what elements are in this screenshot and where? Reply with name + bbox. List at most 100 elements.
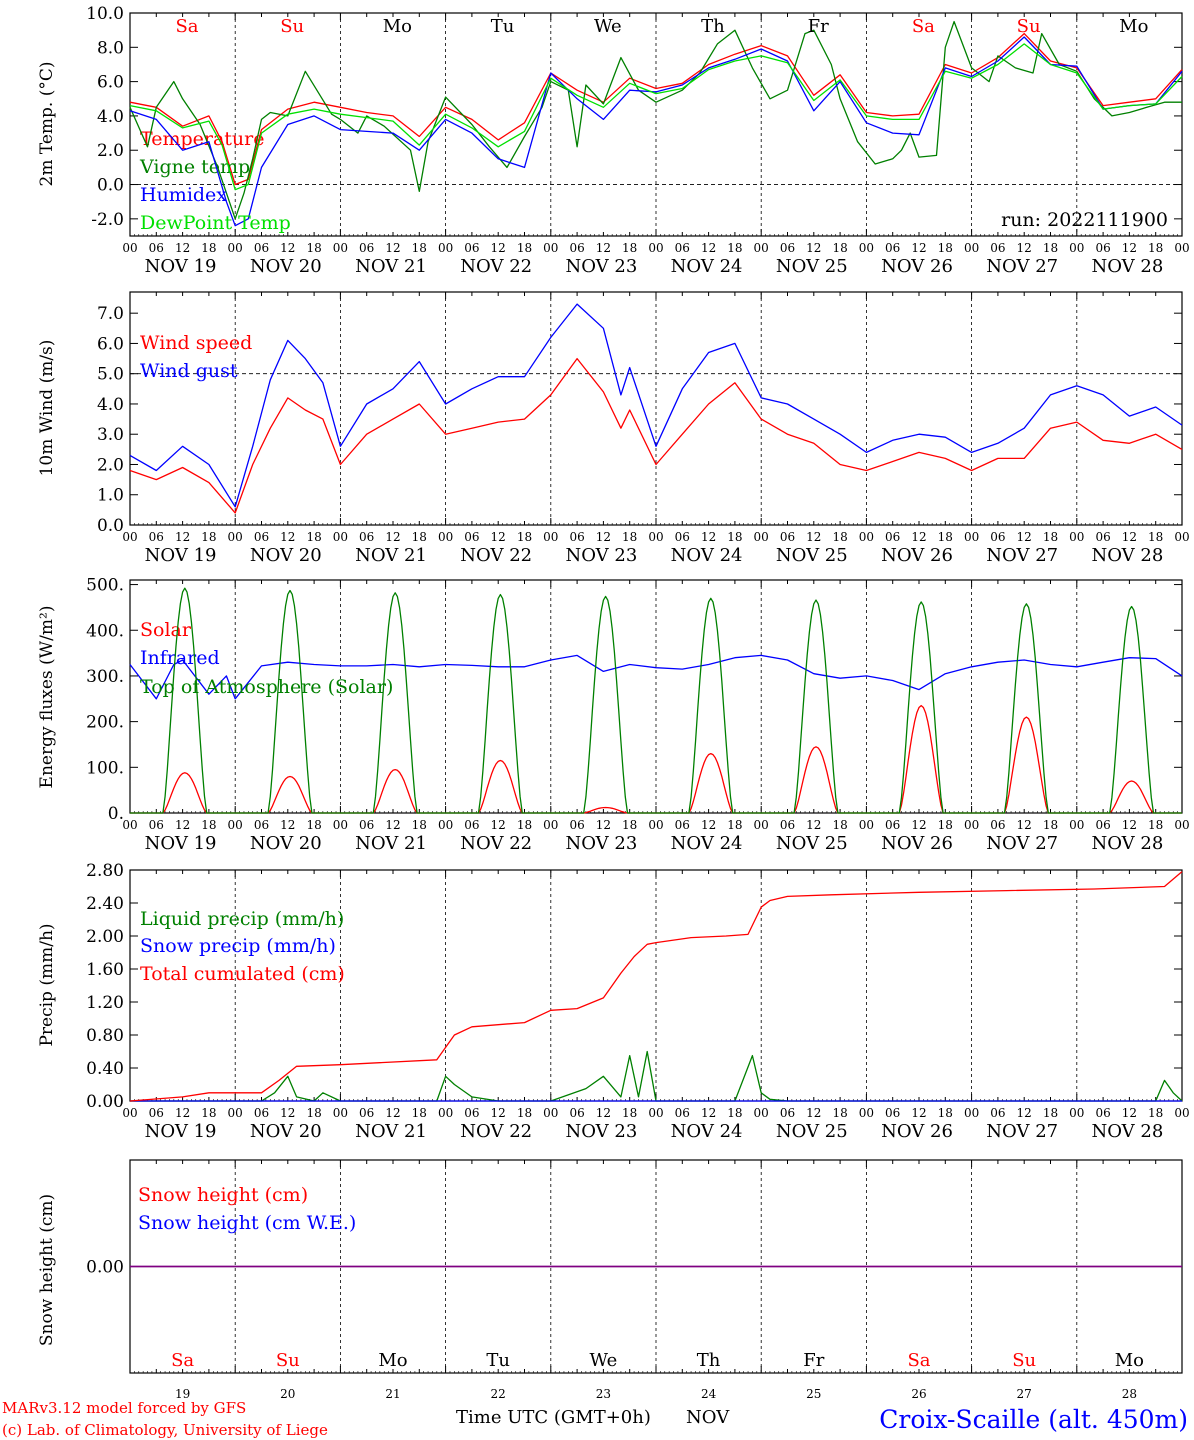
x-tick-label: 18 xyxy=(1043,530,1058,544)
y-tick-label: 0.40 xyxy=(86,1059,124,1079)
x-axis-title: Time UTC (GMT+0h) xyxy=(456,1407,651,1428)
x-date-label: NOV 22 xyxy=(460,545,532,566)
x-tick-label: 06 xyxy=(885,241,900,255)
y-tick-label: 0.0 xyxy=(97,176,124,196)
legend-entry: Snow height (cm) xyxy=(138,1184,308,1206)
x-date-label: NOV 20 xyxy=(250,833,322,854)
day-label-bottom: Su xyxy=(276,1350,300,1371)
x-tick-label: 12 xyxy=(175,241,190,255)
x-tick-label: 00 xyxy=(543,241,558,255)
x-tick-label: 12 xyxy=(491,241,506,255)
x-tick-label: 06 xyxy=(359,241,374,255)
x-tick-label: 00 xyxy=(1069,530,1084,544)
x-tick-label: 18 xyxy=(517,241,532,255)
x-tick-label: 18 xyxy=(201,818,216,832)
x-tick-label: 12 xyxy=(1122,530,1137,544)
x-date-label: NOV 25 xyxy=(776,1121,848,1142)
series-line-vigne-temp xyxy=(129,20,1182,220)
x-date-label: NOV 23 xyxy=(565,256,637,277)
day-label-top: Mo xyxy=(383,16,412,37)
x-tick-label: 18 xyxy=(727,241,742,255)
x-tick-label: 12 xyxy=(1017,241,1032,255)
x-tick-label: 06 xyxy=(149,530,164,544)
x-tick-label: 18 xyxy=(832,530,847,544)
day-number-label: 21 xyxy=(385,1387,400,1401)
x-tick-label: 12 xyxy=(175,818,190,832)
legend-entry: Temperature xyxy=(140,128,264,150)
x-tick-label: 12 xyxy=(385,530,400,544)
y-tick-label: 4.0 xyxy=(97,395,124,415)
x-tick-label: 06 xyxy=(885,818,900,832)
x-tick-label: 00 xyxy=(964,818,979,832)
x-tick-label: 06 xyxy=(464,818,479,832)
y-axis-label: 2m Temp. (°C) xyxy=(37,61,57,186)
x-tick-label: 12 xyxy=(280,530,295,544)
legend-entry: Humidex xyxy=(140,184,227,206)
x-tick-label: 12 xyxy=(911,241,926,255)
x-date-label: NOV 23 xyxy=(565,1121,637,1142)
x-tick-label: 00 xyxy=(543,530,558,544)
x-date-label: NOV 21 xyxy=(355,833,427,854)
x-tick-label: 12 xyxy=(1122,1106,1137,1120)
x-date-label: NOV 24 xyxy=(671,256,743,277)
x-tick-label: 06 xyxy=(885,530,900,544)
x-date-label: NOV 28 xyxy=(1091,545,1163,566)
x-tick-label: 00 xyxy=(648,241,663,255)
x-tick-label: 18 xyxy=(201,241,216,255)
y-tick-label: 8.0 xyxy=(97,38,124,58)
y-tick-label: 0.80 xyxy=(86,1026,124,1046)
x-tick-label: 18 xyxy=(306,241,321,255)
series-line-infrared xyxy=(129,654,1183,700)
y-tick-label: 0. xyxy=(108,804,124,824)
x-date-label: NOV 22 xyxy=(460,833,532,854)
x-tick-label: 12 xyxy=(596,241,611,255)
x-tick-label: 12 xyxy=(385,241,400,255)
x-tick-label: 18 xyxy=(306,530,321,544)
x-tick-label: 06 xyxy=(1095,818,1110,832)
legend-entry: Top of Atmosphere (Solar) xyxy=(140,676,393,698)
x-date-label: NOV 19 xyxy=(145,256,217,277)
x-tick-label: 06 xyxy=(464,530,479,544)
legend-entry: Wind gust xyxy=(140,360,238,382)
x-tick-label: 00 xyxy=(438,1106,453,1120)
x-tick-label: 18 xyxy=(517,530,532,544)
x-tick-label: 06 xyxy=(569,241,584,255)
x-tick-label: 00 xyxy=(543,1106,558,1120)
y-tick-label: 3.0 xyxy=(97,425,124,445)
x-tick-label: 00 xyxy=(648,818,663,832)
x-date-label: NOV 20 xyxy=(250,545,322,566)
x-date-label: NOV 19 xyxy=(145,833,217,854)
day-label-top: Th xyxy=(701,16,725,37)
x-tick-label: 12 xyxy=(911,818,926,832)
x-date-label: NOV 25 xyxy=(776,256,848,277)
x-date-label: NOV 22 xyxy=(460,256,532,277)
x-tick-label: 12 xyxy=(911,1106,926,1120)
x-tick-label: 12 xyxy=(701,530,716,544)
x-date-label: NOV 19 xyxy=(145,545,217,566)
day-number-label: 25 xyxy=(806,1387,821,1401)
x-tick-label: 18 xyxy=(412,818,427,832)
x-tick-label: 06 xyxy=(359,818,374,832)
x-date-label: NOV 21 xyxy=(355,256,427,277)
legend-entry: Liquid precip (mm/h) xyxy=(140,908,344,930)
x-tick-label: 06 xyxy=(1095,1106,1110,1120)
x-tick-label: 00 xyxy=(754,241,769,255)
x-tick-label: 18 xyxy=(832,818,847,832)
x-tick-label: 00 xyxy=(228,530,243,544)
x-tick-label: 06 xyxy=(780,818,795,832)
x-tick-label: 06 xyxy=(569,530,584,544)
x-tick-label: 00 xyxy=(964,1106,979,1120)
legend-entry: Infrared xyxy=(140,647,220,669)
y-tick-label: 1.60 xyxy=(86,960,124,980)
x-tick-label: 18 xyxy=(622,530,637,544)
credit-line-1: MARv3.12 model forced by GFS xyxy=(2,1399,246,1417)
x-tick-label: 18 xyxy=(412,241,427,255)
x-tick-label: 18 xyxy=(727,818,742,832)
x-tick-label: 06 xyxy=(780,530,795,544)
series-line-top-of-atmosphere-solar xyxy=(130,587,1182,814)
x-tick-label: 00 xyxy=(964,530,979,544)
y-tick-label: 2.80 xyxy=(86,861,124,881)
x-date-label: NOV 24 xyxy=(671,1121,743,1142)
x-tick-label: 12 xyxy=(385,818,400,832)
